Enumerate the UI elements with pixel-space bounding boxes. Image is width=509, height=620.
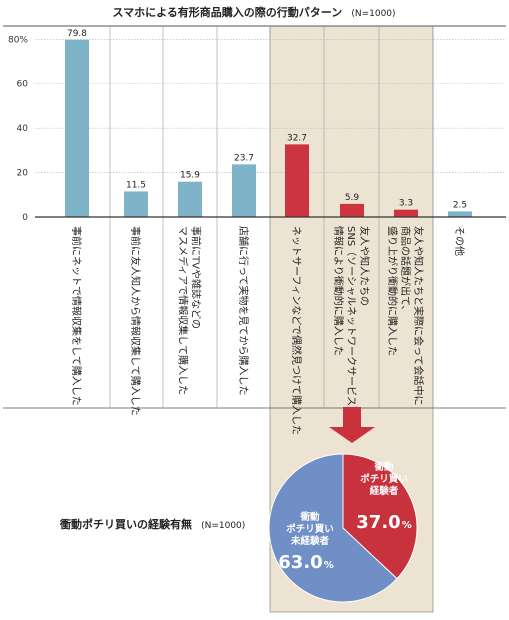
pie-chart-sample-size: (N=1000) xyxy=(201,521,245,531)
pie-slice-value: 37.0% xyxy=(356,512,411,533)
bar xyxy=(232,164,256,217)
category-label: 盛り上がり衝動的に購入した xyxy=(386,226,399,356)
pie-slice-label: 経験者 xyxy=(370,485,399,497)
value-label: 79.8 xyxy=(67,29,87,39)
category-label: 友人や知人たちと実際に会って会話中に xyxy=(412,226,425,406)
category-label: ネットサーフィンなどで偶然見つけて購入した xyxy=(290,226,303,435)
gridlines xyxy=(35,39,506,173)
value-label: 32.7 xyxy=(287,133,307,143)
y-tick-label: 0 xyxy=(22,213,28,223)
pie-slice-label: 衝動 xyxy=(373,461,394,473)
category-label: 情報により衝動的に購入した xyxy=(332,226,345,356)
value-label: 15.9 xyxy=(180,171,200,181)
bar-chart-title-group: スマホによる有形商品購入の際の行動パターン (N=1000) xyxy=(112,1,395,20)
category-label: 事前にTVや雑誌などの xyxy=(190,226,203,329)
down-arrow-icon xyxy=(329,407,375,443)
category-label: 店舗に行って実物を見てから購入した xyxy=(237,226,250,396)
category-label: その他 xyxy=(453,226,466,256)
pie-slice-label: ポチリ買い xyxy=(360,473,408,485)
category-label: マスメディアで情報収集して購入した xyxy=(177,226,190,395)
bar xyxy=(285,144,309,217)
category-label: 事前に友人知人から情報収集して購入した xyxy=(129,226,142,416)
value-label: 3.3 xyxy=(399,199,413,209)
pie-slice-value: 63.0% xyxy=(278,552,333,573)
value-label: 5.9 xyxy=(345,193,360,203)
bar xyxy=(340,203,364,217)
value-labels: 79.8 11.5 15.9 23.7 32.7 5.9 3.3 2.5 xyxy=(67,29,467,211)
pie-slice-inexperienced xyxy=(268,453,398,603)
bar-chart-title: スマホによる有形商品購入の際の行動パターン xyxy=(112,5,342,19)
value-label: 11.5 xyxy=(126,180,146,190)
category-label: 友人や知人たちの xyxy=(358,226,371,306)
category-label: SNS（ソーシャルネットワークサービス）での xyxy=(345,226,357,436)
category-label: 商品の話題が出て、 xyxy=(399,226,412,316)
pie-slice-experienced xyxy=(342,453,418,580)
category-label: 事前にネットで情報収集をして購入した xyxy=(70,226,83,406)
y-tick-label: 20 xyxy=(17,169,29,179)
y-tick-label: 80% xyxy=(8,35,28,45)
category-labels: 事前にネットで情報収集をして購入した 事前に友人知人から情報収集して購入した 事前に… xyxy=(70,226,466,436)
bar-chart-sample-size: (N=1000) xyxy=(351,9,395,19)
bar xyxy=(448,211,472,217)
pie-slice-label: ポチリ買い xyxy=(286,523,334,535)
y-tick-label: 40 xyxy=(17,124,29,134)
bar xyxy=(394,209,418,217)
pie-chart-title: 衝動ポチリ買いの経験有無 xyxy=(59,517,192,531)
pie-title-group: 衝動ポチリ買いの経験有無 (N=1000) xyxy=(59,513,245,532)
value-label: 23.7 xyxy=(234,153,254,163)
bar xyxy=(65,39,89,217)
value-label: 2.5 xyxy=(453,200,467,210)
pie-slice-label: 未経験者 xyxy=(290,535,330,547)
y-tick-label: 60 xyxy=(17,80,29,90)
bar xyxy=(124,191,148,217)
pie-slice-label: 衝動 xyxy=(299,511,320,523)
bars xyxy=(65,39,472,217)
y-axis-ticks: 0 20 40 60 80% xyxy=(8,35,28,223)
bar xyxy=(178,181,202,217)
